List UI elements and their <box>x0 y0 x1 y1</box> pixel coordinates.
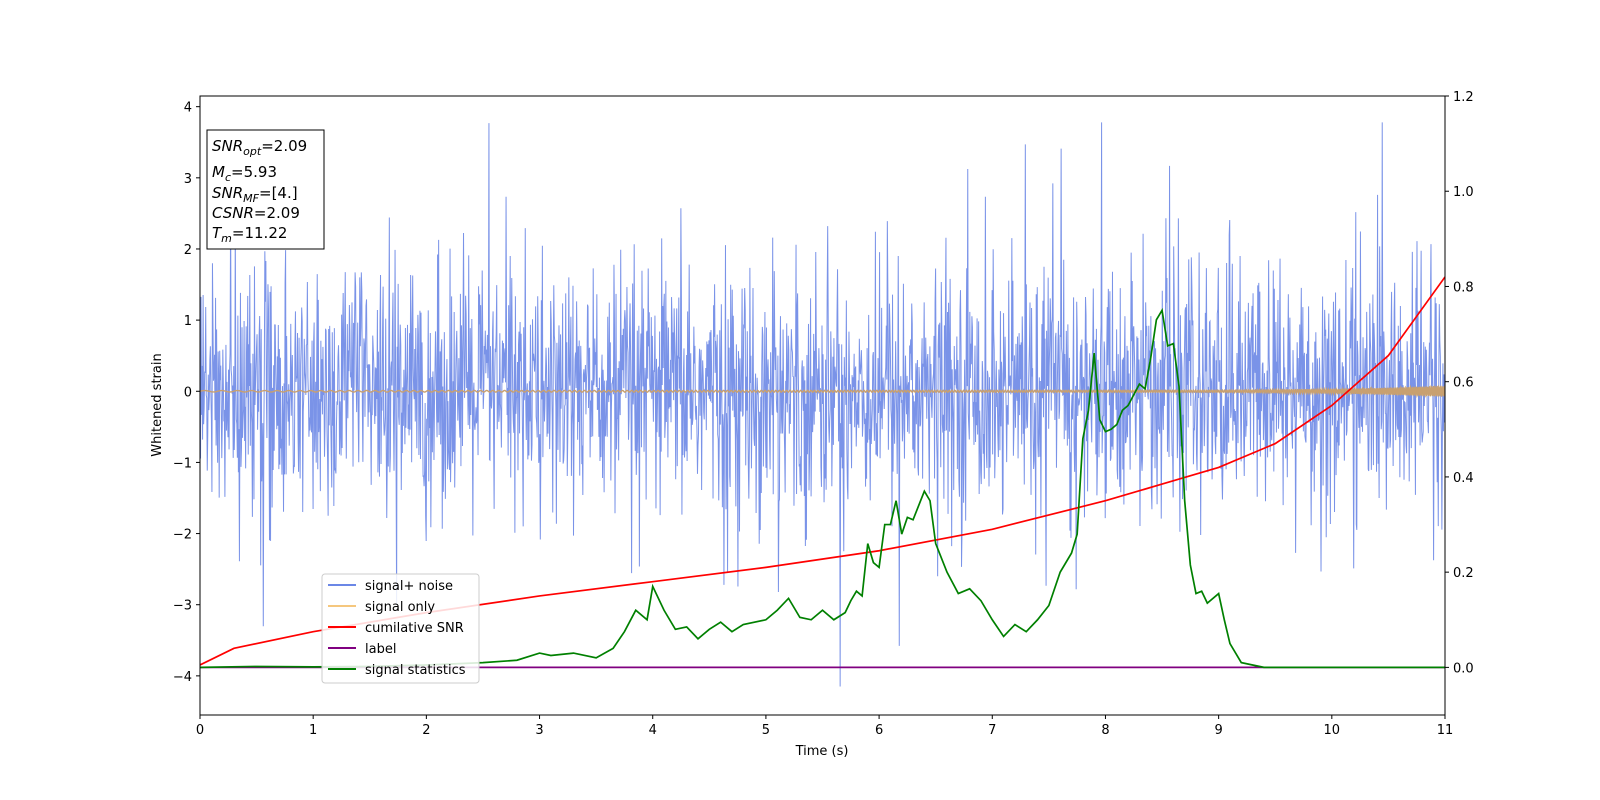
y-right-tick-label: 0.6 <box>1453 376 1474 391</box>
x-axis-label: Time (s) <box>795 744 849 759</box>
legend-frame <box>321 573 480 684</box>
y-left-tick-label: 4 <box>184 101 192 116</box>
y-left-tick-label: −1 <box>173 456 192 471</box>
info-line: Tm=11.22 <box>212 224 287 245</box>
y-right-tick-label: 0.0 <box>1453 661 1474 676</box>
info-line: SNRopt=2.09 <box>212 137 307 158</box>
signal-statistics-line <box>200 307 1445 669</box>
legend-label: label <box>365 642 396 657</box>
x-tick-label: 10 <box>1324 723 1341 738</box>
x-tick-label: 11 <box>1437 723 1454 738</box>
y-left-tick-label: −3 <box>173 599 192 614</box>
x-tick-label: 9 <box>1214 723 1222 738</box>
y-left-tick-label: 1 <box>184 314 192 329</box>
legend-label: signal+ noise <box>365 579 453 594</box>
signal-noise-line <box>200 122 1445 687</box>
info-box-frame <box>206 129 325 250</box>
y-left-tick-label: −2 <box>173 528 192 543</box>
legend-label: signal statistics <box>365 663 466 678</box>
legend: signal+ noise signal only cumilative SNR la… <box>321 573 480 684</box>
signal-only-series <box>200 384 1445 399</box>
x-axis-ticks: 0 1 2 3 4 5 6 7 8 9 10 11 <box>196 715 1453 738</box>
info-line: SNRMF=[4.] <box>212 184 298 205</box>
info-line: Mc=5.93 <box>212 163 277 184</box>
x-tick-label: 7 <box>988 723 996 738</box>
legend-entries: signal+ noise signal only cumilative SNR la… <box>328 579 466 678</box>
y-left-tick-label: −4 <box>173 670 192 685</box>
y-right-tick-label: 0.4 <box>1453 471 1474 486</box>
legend-label: signal only <box>365 600 435 615</box>
y-axis-right-ticks: 0.0 0.2 0.4 0.6 0.8 1.0 1.2 <box>1445 90 1474 676</box>
info-line: CSNR=2.09 <box>212 204 300 222</box>
y-left-tick-label: 2 <box>184 243 192 258</box>
y-right-tick-label: 1.0 <box>1453 185 1474 200</box>
x-tick-label: 6 <box>875 723 883 738</box>
signal-noise-series <box>200 122 1445 687</box>
y-axis-left-ticks: −4 −3 −2 −1 0 1 2 3 4 <box>173 101 200 685</box>
signal-only-line <box>200 384 1445 399</box>
x-tick-label: 2 <box>422 723 430 738</box>
x-tick-label: 1 <box>309 723 317 738</box>
y-right-tick-label: 1.2 <box>1453 90 1474 105</box>
y-right-tick-label: 0.8 <box>1453 280 1474 295</box>
y-axis-label: Whitened strain <box>150 353 165 456</box>
plot-frame <box>199 95 1446 716</box>
y-left-tick-label: 3 <box>184 172 192 187</box>
y-right-tick-label: 0.2 <box>1453 566 1474 581</box>
x-tick-label: 5 <box>762 723 770 738</box>
x-tick-label: 0 <box>196 723 204 738</box>
legend-label: cumilative SNR <box>365 621 464 636</box>
y-left-tick-label: 0 <box>184 385 192 400</box>
x-tick-label: 8 <box>1101 723 1109 738</box>
x-tick-label: 3 <box>535 723 543 738</box>
x-tick-label: 4 <box>649 723 657 738</box>
